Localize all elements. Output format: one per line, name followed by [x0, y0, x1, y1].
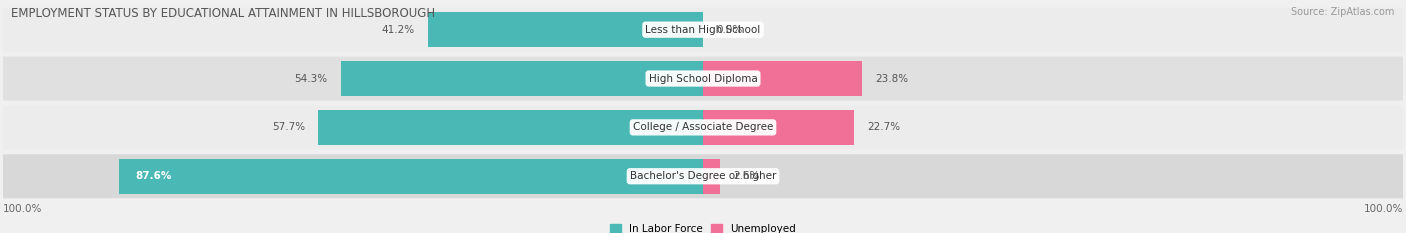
Text: 0.0%: 0.0% — [716, 25, 742, 35]
Bar — [318, 110, 703, 145]
Bar — [429, 12, 703, 47]
Text: 57.7%: 57.7% — [271, 122, 305, 132]
FancyBboxPatch shape — [3, 57, 1403, 100]
Text: 100.0%: 100.0% — [3, 204, 42, 214]
FancyBboxPatch shape — [3, 8, 1403, 52]
Text: Bachelor's Degree or higher: Bachelor's Degree or higher — [630, 171, 776, 181]
Bar — [703, 110, 855, 145]
Text: College / Associate Degree: College / Associate Degree — [633, 122, 773, 132]
Text: 100.0%: 100.0% — [1364, 204, 1403, 214]
Bar — [703, 159, 720, 194]
Bar — [703, 61, 862, 96]
Text: 41.2%: 41.2% — [382, 25, 415, 35]
Text: EMPLOYMENT STATUS BY EDUCATIONAL ATTAINMENT IN HILLSBOROUGH: EMPLOYMENT STATUS BY EDUCATIONAL ATTAINM… — [11, 7, 436, 20]
Text: 23.8%: 23.8% — [875, 74, 908, 83]
Bar — [120, 159, 703, 194]
Text: 2.6%: 2.6% — [734, 171, 761, 181]
Text: 87.6%: 87.6% — [135, 171, 172, 181]
Text: High School Diploma: High School Diploma — [648, 74, 758, 83]
Bar — [340, 61, 703, 96]
Text: 54.3%: 54.3% — [294, 74, 328, 83]
Legend: In Labor Force, Unemployed: In Labor Force, Unemployed — [610, 224, 796, 233]
Text: 22.7%: 22.7% — [868, 122, 901, 132]
FancyBboxPatch shape — [3, 105, 1403, 149]
Text: Less than High School: Less than High School — [645, 25, 761, 35]
Text: Source: ZipAtlas.com: Source: ZipAtlas.com — [1291, 7, 1395, 17]
FancyBboxPatch shape — [3, 154, 1403, 198]
